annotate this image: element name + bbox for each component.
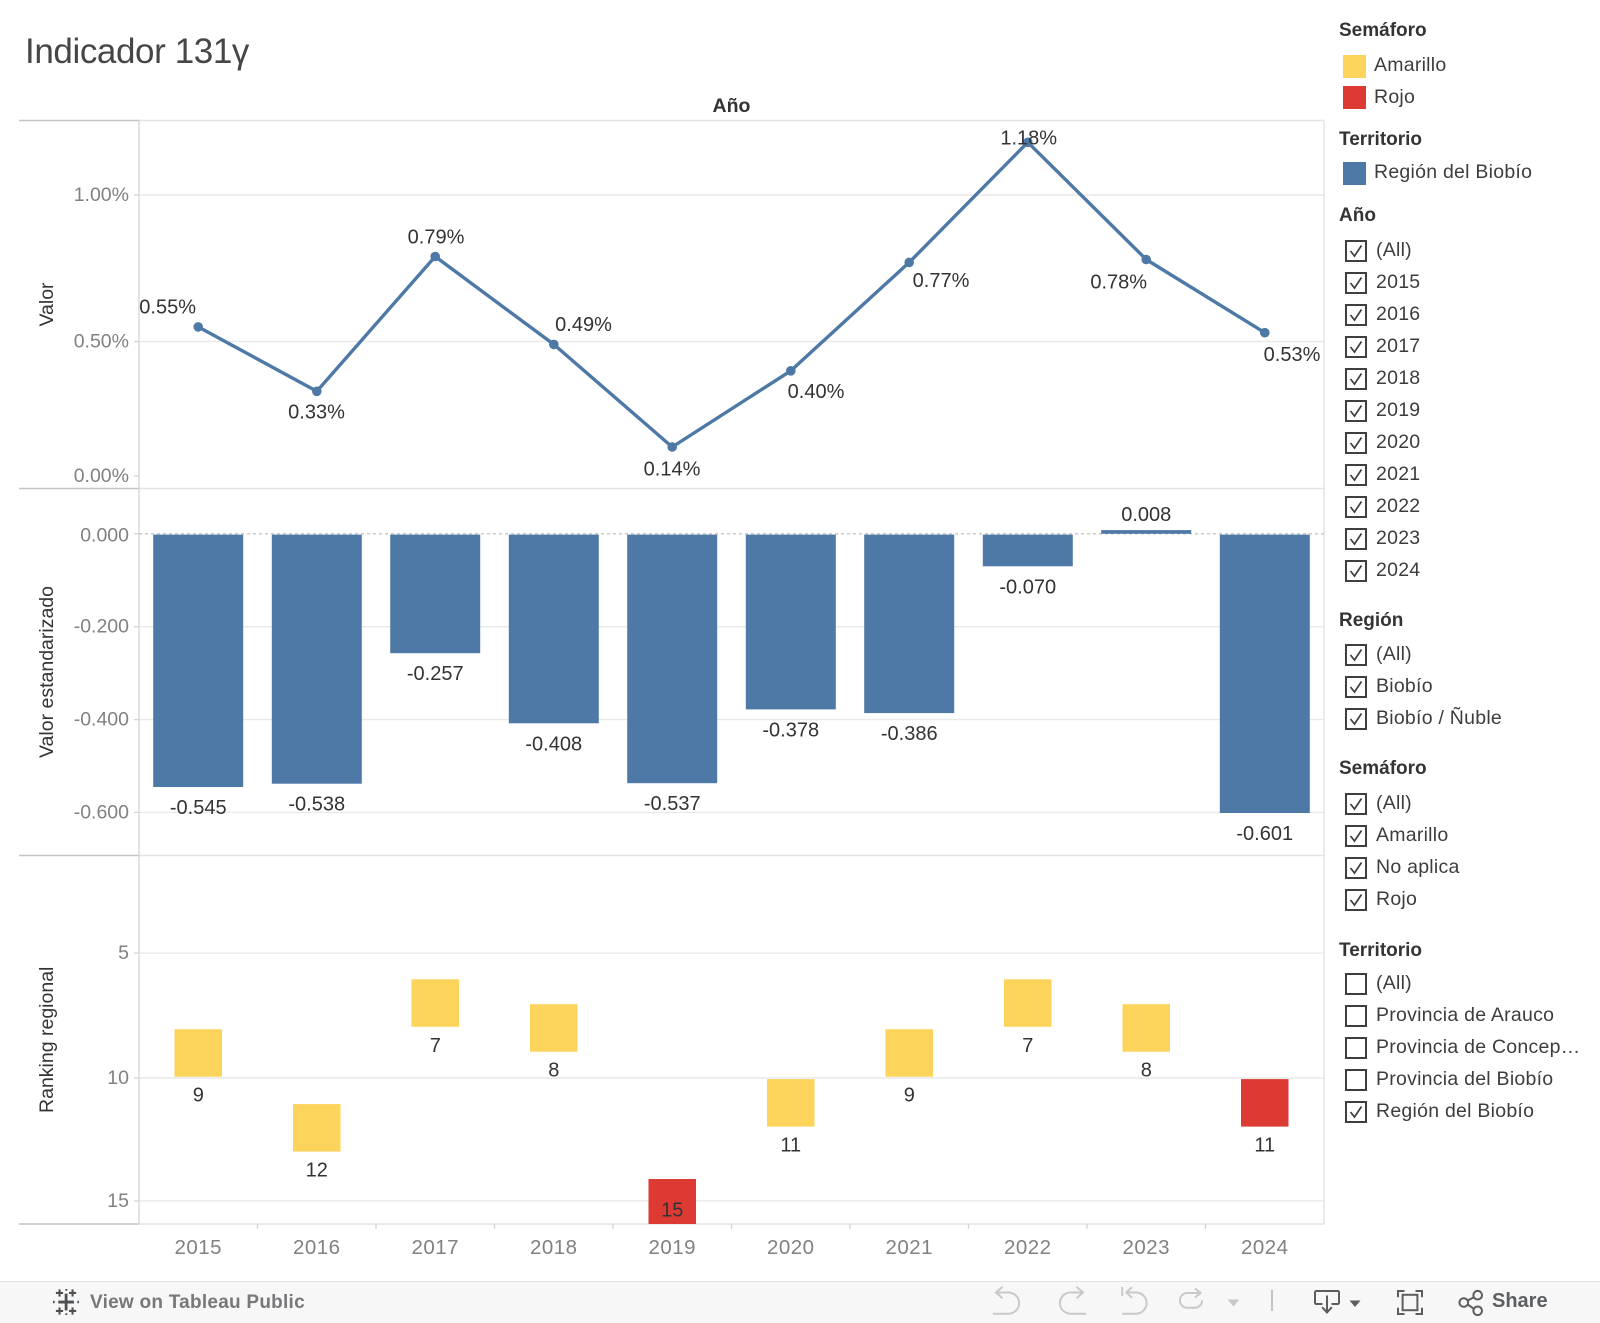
svg-text:-0.386: -0.386	[881, 723, 938, 745]
svg-text:0.40%: 0.40%	[788, 381, 845, 403]
svg-text:9: 9	[904, 1085, 915, 1107]
svg-text:2022: 2022	[1004, 1236, 1052, 1259]
svg-text:-0.378: -0.378	[762, 719, 819, 741]
svg-text:0.00%: 0.00%	[74, 465, 129, 487]
svg-text:0.53%: 0.53%	[1264, 344, 1321, 366]
svg-text:10: 10	[107, 1067, 129, 1089]
svg-text:2019: 2019	[648, 1236, 696, 1259]
svg-text:7: 7	[1022, 1035, 1033, 1057]
svg-text:11: 11	[1254, 1135, 1275, 1157]
svg-text:-0.538: -0.538	[288, 794, 345, 816]
svg-text:1.00%: 1.00%	[74, 184, 129, 206]
svg-text:-0.600: -0.600	[74, 801, 129, 823]
svg-text:2015: 2015	[174, 1236, 222, 1259]
svg-text:Valor estandarizado: Valor estandarizado	[36, 586, 58, 758]
svg-text:0.000: 0.000	[80, 525, 129, 547]
svg-text:2023: 2023	[1122, 1236, 1170, 1259]
svg-text:15: 15	[107, 1190, 129, 1212]
svg-text:12: 12	[306, 1160, 328, 1182]
svg-text:-0.257: -0.257	[407, 663, 464, 685]
svg-text:8: 8	[548, 1060, 559, 1082]
svg-text:Valor: Valor	[36, 282, 58, 327]
svg-text:2016: 2016	[293, 1236, 341, 1259]
svg-text:9: 9	[193, 1085, 204, 1107]
svg-text:0.33%: 0.33%	[288, 402, 345, 424]
svg-text:0.78%: 0.78%	[1090, 272, 1147, 294]
svg-text:0.77%: 0.77%	[913, 270, 970, 292]
svg-text:5: 5	[118, 942, 129, 964]
svg-text:Año: Año	[713, 95, 751, 117]
svg-text:-0.070: -0.070	[999, 576, 1056, 598]
svg-text:0.49%: 0.49%	[555, 314, 612, 336]
svg-text:7: 7	[430, 1035, 441, 1057]
svg-text:Ranking regional: Ranking regional	[36, 967, 58, 1113]
svg-text:8: 8	[1141, 1060, 1152, 1082]
svg-text:-0.200: -0.200	[74, 616, 129, 638]
svg-text:-0.601: -0.601	[1236, 823, 1293, 845]
svg-text:0.14%: 0.14%	[644, 459, 701, 481]
svg-text:2020: 2020	[767, 1236, 815, 1259]
svg-text:0.79%: 0.79%	[408, 227, 465, 249]
svg-text:11: 11	[780, 1135, 801, 1157]
svg-text:2017: 2017	[411, 1236, 459, 1259]
svg-text:2021: 2021	[885, 1236, 933, 1259]
svg-text:-0.537: -0.537	[644, 793, 701, 815]
svg-text:0.55%: 0.55%	[139, 297, 196, 319]
svg-text:0.008: 0.008	[1121, 504, 1171, 526]
svg-text:2024: 2024	[1241, 1236, 1289, 1259]
svg-text:-0.545: -0.545	[170, 797, 227, 819]
svg-text:-0.400: -0.400	[74, 709, 129, 731]
svg-text:0.50%: 0.50%	[74, 331, 129, 353]
svg-text:1.18%: 1.18%	[1000, 128, 1057, 150]
svg-text:-0.408: -0.408	[525, 733, 582, 755]
svg-text:2018: 2018	[530, 1236, 578, 1259]
svg-text:15: 15	[661, 1200, 683, 1222]
